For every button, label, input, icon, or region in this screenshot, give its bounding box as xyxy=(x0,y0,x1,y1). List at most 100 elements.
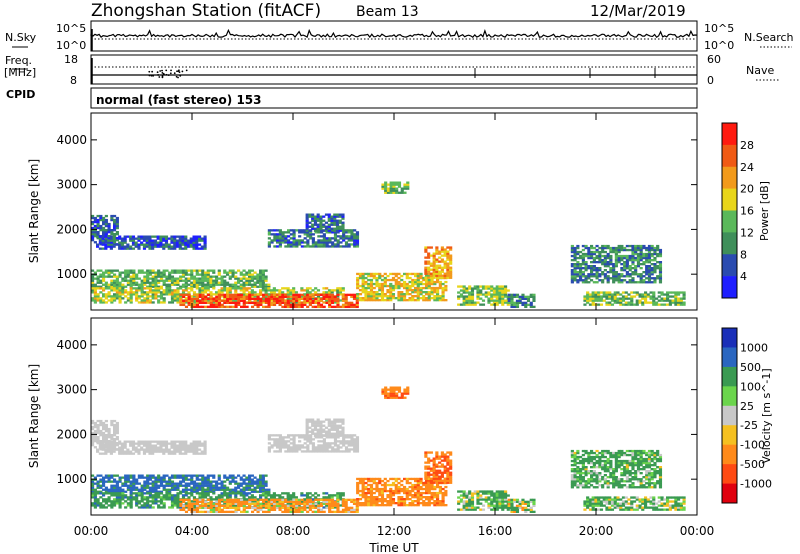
heatmap-cell xyxy=(102,506,106,509)
heatmap-cell xyxy=(286,498,290,501)
heatmap-cell xyxy=(639,281,643,284)
heatmap-cell xyxy=(176,277,180,280)
heatmap-cell xyxy=(107,243,111,246)
heatmap-cell xyxy=(267,448,271,451)
heatmap-cell xyxy=(383,293,387,296)
nsky-right-tick-top: 10^5 xyxy=(704,22,734,35)
heatmap-cell xyxy=(251,498,255,502)
heatmap-cell xyxy=(102,231,106,234)
heatmap-cell xyxy=(212,279,216,282)
heatmap-cell xyxy=(157,273,161,276)
heatmap-cell xyxy=(663,293,667,296)
heatmap-cell xyxy=(223,494,227,497)
heatmap-cell xyxy=(645,254,649,258)
heatmap-cell xyxy=(184,287,188,290)
heatmap-cell xyxy=(386,191,391,194)
heatmap-cell xyxy=(131,442,136,445)
heatmap-cell xyxy=(620,263,624,266)
heatmap-cell xyxy=(187,295,191,299)
heatmap-cell xyxy=(223,492,227,495)
heatmap-cell xyxy=(234,482,238,485)
heatmap-cell xyxy=(115,431,119,435)
heatmap-cell xyxy=(446,270,450,273)
heatmap-cell xyxy=(400,191,404,194)
heatmap-cell xyxy=(594,293,598,296)
heatmap-cell xyxy=(143,492,147,495)
heatmap-cell xyxy=(380,284,385,288)
heatmap-cell xyxy=(190,297,194,301)
heatmap-cell xyxy=(267,229,271,232)
heatmap-cell xyxy=(198,442,202,445)
heatmap-cell xyxy=(606,263,610,266)
heatmap-cell xyxy=(628,279,632,282)
heatmap-cell xyxy=(300,303,304,307)
heatmap-cell xyxy=(501,299,505,302)
freq-scatter-point xyxy=(181,70,184,73)
heatmap-cell xyxy=(414,272,418,276)
heatmap-cell xyxy=(583,297,587,300)
heatmap-cell xyxy=(124,269,128,272)
heatmap-cell xyxy=(333,229,337,232)
heatmap-cell xyxy=(333,504,337,508)
heatmap-cell xyxy=(168,289,172,292)
heatmap-cell xyxy=(256,275,260,278)
heatmap-cell xyxy=(170,482,175,485)
heatmap-cell xyxy=(192,484,197,487)
heatmap-cell xyxy=(170,442,174,445)
heatmap-cell xyxy=(322,241,326,244)
heatmap-cell xyxy=(597,291,601,294)
heatmap-cell xyxy=(468,291,472,294)
colorbar-segment xyxy=(722,210,737,233)
heatmap-cell xyxy=(126,488,130,491)
heatmap-cell xyxy=(220,510,224,514)
heatmap-cell xyxy=(380,282,385,286)
heatmap-cell xyxy=(314,241,318,244)
heatmap-cell xyxy=(394,286,398,290)
heatmap-cell xyxy=(170,239,174,242)
heatmap-cell xyxy=(259,299,263,303)
heatmap-cell xyxy=(338,494,343,497)
heatmap-cell xyxy=(168,301,172,304)
heatmap-cell xyxy=(131,243,136,246)
heatmap-cell xyxy=(129,500,133,503)
heatmap-cell xyxy=(338,291,343,294)
heatmap-cell xyxy=(239,476,243,479)
heatmap-cell xyxy=(612,279,616,282)
heatmap-cell xyxy=(248,273,252,276)
heatmap-cell xyxy=(264,299,268,303)
heatmap-cell xyxy=(186,446,191,449)
heatmap-cell xyxy=(223,498,227,502)
heatmap-cell xyxy=(104,283,108,286)
heatmap-cell xyxy=(658,254,663,258)
heatmap-cell xyxy=(110,218,114,222)
heatmap-cell xyxy=(427,295,431,298)
heatmap-cell xyxy=(636,256,641,260)
heatmap-cell xyxy=(284,442,288,445)
heatmap-cell xyxy=(115,488,119,491)
heatmap-cell xyxy=(104,434,108,437)
heatmap-cell xyxy=(677,303,681,306)
heatmap-cell xyxy=(624,291,628,294)
heatmap-cell xyxy=(192,269,197,272)
heatmap-cell xyxy=(612,271,616,274)
heatmap-cell xyxy=(118,247,122,250)
heatmap-cell xyxy=(178,450,182,453)
heatmap-cell xyxy=(201,287,205,290)
heatmap-cell xyxy=(190,287,194,290)
heatmap-cell xyxy=(682,293,686,296)
heatmap-cell xyxy=(107,222,111,226)
heatmap-cell xyxy=(179,474,183,477)
heatmap-cell xyxy=(154,502,158,505)
heatmap-cell xyxy=(99,214,103,218)
heatmap-cell xyxy=(259,494,263,497)
heatmap-cell xyxy=(276,239,280,242)
heatmap-cell xyxy=(107,440,111,443)
heatmap-cell xyxy=(292,442,296,445)
heatmap-cell xyxy=(212,299,216,303)
heatmap-cell xyxy=(146,279,150,282)
heatmap-cell xyxy=(317,243,321,246)
heatmap-cell xyxy=(203,287,208,290)
heatmap-cell xyxy=(181,237,185,240)
heatmap-cell xyxy=(333,227,337,230)
heatmap-cell xyxy=(156,243,160,246)
